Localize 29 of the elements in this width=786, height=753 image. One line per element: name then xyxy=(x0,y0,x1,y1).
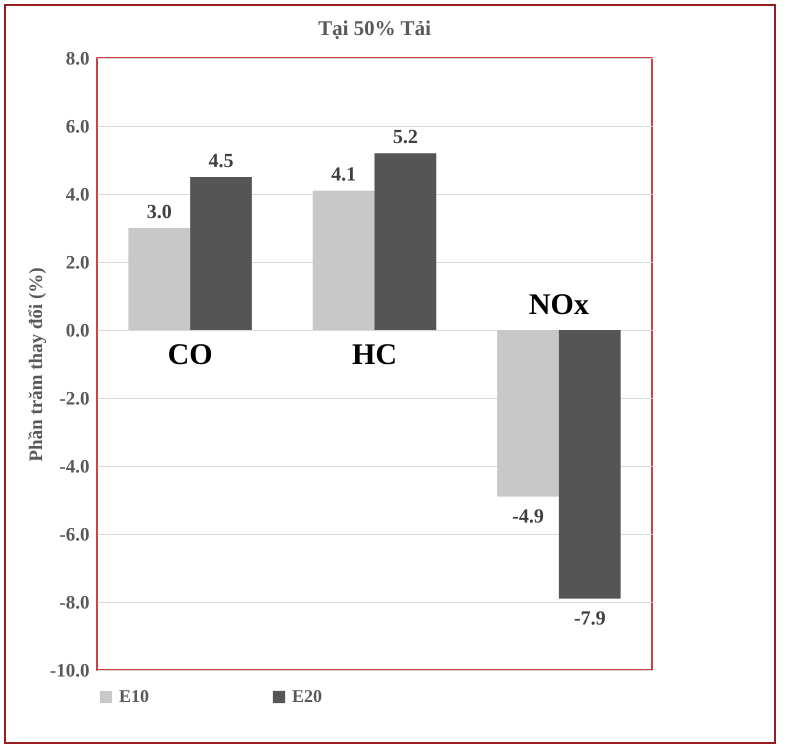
y-tick-label: 6.0 xyxy=(66,116,90,138)
y-tick-label: 4.0 xyxy=(66,184,90,206)
bar xyxy=(497,330,559,497)
x-tick-label: NOx xyxy=(528,288,589,321)
data-label: 4.5 xyxy=(208,150,234,172)
bar xyxy=(190,177,252,330)
bar xyxy=(128,228,190,330)
y-tick-label: -2.0 xyxy=(59,388,90,410)
x-tick-label: HC xyxy=(352,338,397,371)
data-label: 4.1 xyxy=(331,164,356,186)
legend-label: E10 xyxy=(119,686,150,706)
y-tick-label: -8.0 xyxy=(59,592,90,614)
y-tick-label: 8.0 xyxy=(66,48,90,70)
y-tick-label: -10.0 xyxy=(50,660,90,682)
data-label: 3.0 xyxy=(146,201,172,223)
bar xyxy=(312,190,374,330)
bar xyxy=(374,153,436,330)
y-tick-label: 0.0 xyxy=(66,320,90,342)
y-tick-label: -4.0 xyxy=(59,456,90,478)
data-label: 5.2 xyxy=(392,126,418,148)
y-axis-title: Phần trăm thay đổi (%) xyxy=(26,267,47,462)
y-tick-label: 2.0 xyxy=(66,252,90,274)
x-tick-label: CO xyxy=(168,338,213,371)
data-label: -7.9 xyxy=(574,608,606,630)
data-label: -4.9 xyxy=(512,506,544,528)
bar xyxy=(558,330,621,599)
y-tick-label: -6.0 xyxy=(59,524,90,546)
legend-label: E20 xyxy=(292,686,322,706)
chart-title: Tại 50% Tải xyxy=(318,16,432,40)
